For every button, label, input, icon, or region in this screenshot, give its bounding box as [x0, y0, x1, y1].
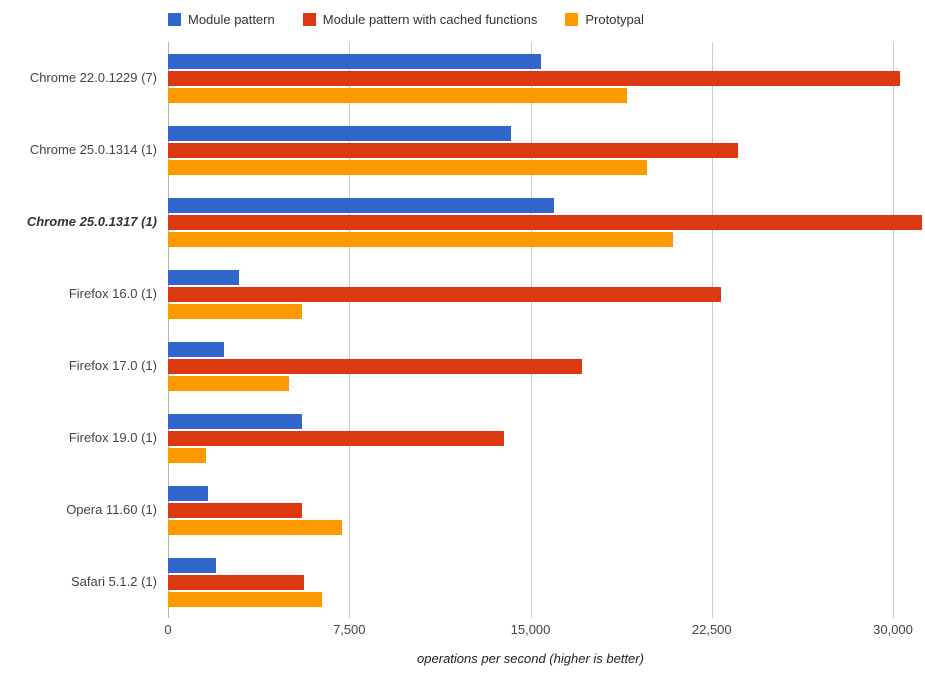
- legend-item-module-pattern-cached: Module pattern with cached functions: [302, 12, 538, 27]
- category-label: Safari 5.1.2 (1): [71, 573, 157, 589]
- bar-module-pattern[interactable]: [168, 557, 216, 573]
- bar-module-pattern-with-cached-functions[interactable]: [168, 214, 923, 230]
- category-label: Chrome 25.0.1314 (1): [29, 141, 157, 157]
- bar-prototypal[interactable]: [168, 87, 628, 103]
- category-row: Firefox 19.0 (1): [0, 402, 925, 474]
- bar-group: [168, 402, 925, 474]
- bar-module-pattern[interactable]: [168, 341, 224, 357]
- x-tick-label: 7,500: [332, 622, 366, 637]
- bar-group: [168, 546, 925, 618]
- bar-module-pattern-with-cached-functions[interactable]: [168, 70, 900, 86]
- bar-group: [168, 258, 925, 330]
- bar-module-pattern[interactable]: [168, 125, 512, 141]
- category-label: Chrome 22.0.1229 (7): [29, 69, 157, 85]
- bar-module-pattern-with-cached-functions[interactable]: [168, 286, 721, 302]
- bar-module-pattern[interactable]: [168, 413, 302, 429]
- x-axis-ticks: 0 7,500 15,000 22,500 30,000: [164, 622, 913, 638]
- category-row: Chrome 25.0.1314 (1): [0, 114, 925, 186]
- bar-group: [168, 186, 925, 258]
- bar-group: [168, 114, 925, 186]
- category-row: Firefox 16.0 (1): [0, 258, 925, 330]
- gridline: [168, 42, 169, 618]
- legend-swatch-icon: [565, 13, 579, 26]
- bar-module-pattern[interactable]: [168, 485, 209, 501]
- bar-group: [168, 330, 925, 402]
- gridline: [711, 42, 713, 618]
- bar-module-pattern-with-cached-functions[interactable]: [168, 430, 504, 446]
- category-label: Firefox 16.0 (1): [68, 285, 157, 301]
- legend: Module pattern Module pattern with cache…: [168, 12, 644, 27]
- x-axis-title: operations per second (higher is better): [417, 651, 644, 666]
- bar-prototypal[interactable]: [168, 231, 673, 247]
- legend-item-module-pattern: Module pattern: [168, 12, 275, 27]
- legend-label: Prototypal: [585, 12, 644, 27]
- category-row: Opera 11.60 (1): [0, 474, 925, 546]
- gridline: [530, 42, 532, 618]
- category-row: Safari 5.1.2 (1): [0, 546, 925, 618]
- category-row: Firefox 17.0 (1): [0, 330, 925, 402]
- category-row: Chrome 25.0.1317 (1): [0, 186, 925, 258]
- x-tick-label: 30,000: [873, 622, 913, 637]
- grid-layer: [168, 42, 894, 618]
- legend-item-prototypal: Prototypal: [565, 12, 644, 27]
- bar-module-pattern-with-cached-functions[interactable]: [168, 358, 582, 374]
- bar-prototypal[interactable]: [168, 591, 322, 607]
- x-tick-label: 15,000: [510, 622, 551, 637]
- legend-label: Module pattern with cached functions: [322, 12, 538, 27]
- legend-swatch-icon: [168, 13, 181, 26]
- category-row: Chrome 22.0.1229 (7): [0, 42, 925, 114]
- x-tick-label: 0: [164, 622, 172, 637]
- bar-prototypal[interactable]: [168, 447, 206, 463]
- category-label: Opera 11.60 (1): [66, 501, 157, 517]
- bar-prototypal[interactable]: [168, 159, 648, 175]
- bar-module-pattern-with-cached-functions[interactable]: [168, 574, 305, 590]
- gridline: [349, 42, 351, 618]
- bar-prototypal[interactable]: [168, 375, 290, 391]
- bar-module-pattern[interactable]: [168, 269, 239, 285]
- legend-label: Module pattern: [188, 12, 275, 27]
- category-label: Firefox 17.0 (1): [68, 357, 157, 373]
- bar-group: [168, 42, 925, 114]
- bar-prototypal[interactable]: [168, 519, 343, 535]
- category-label: Chrome 25.0.1317 (1): [26, 213, 157, 229]
- bar-prototypal[interactable]: [168, 303, 302, 319]
- bar-module-pattern[interactable]: [168, 197, 555, 213]
- bar-group: [168, 474, 925, 546]
- gridline: [893, 42, 894, 618]
- legend-swatch-icon: [302, 13, 316, 26]
- x-tick-label: 22,500: [691, 622, 732, 637]
- bar-module-pattern[interactable]: [168, 53, 542, 69]
- bar-rows: Chrome 22.0.1229 (7) Chrome 25.0.1314 (1)…: [0, 42, 925, 618]
- bar-module-pattern-with-cached-functions[interactable]: [168, 502, 302, 518]
- category-label: Firefox 19.0 (1): [68, 429, 157, 445]
- bar-module-pattern-with-cached-functions[interactable]: [168, 142, 739, 158]
